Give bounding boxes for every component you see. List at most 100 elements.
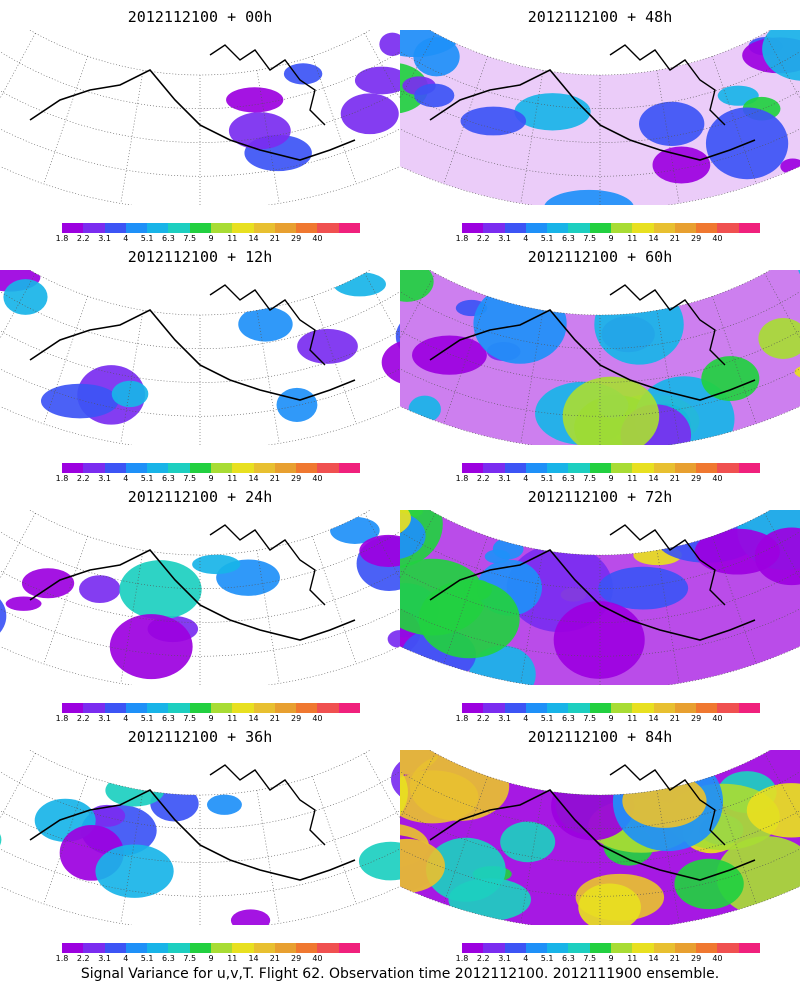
colorbar-swatch [83, 223, 105, 233]
panel-title: 2012112100 + 72h [527, 488, 673, 506]
colorbar-swatch [83, 703, 105, 713]
colorbar-swatch [125, 223, 148, 233]
variance-field [226, 32, 400, 172]
colorbar-tick-label: 6.3 [562, 954, 575, 963]
colorbar-swatch [653, 463, 675, 473]
graticule [0, 30, 400, 205]
colorbar-tick-label: 14 [248, 474, 259, 483]
colorbar-tick-label: 11 [227, 714, 238, 723]
colorbar-tick-label: 1.8 [455, 714, 469, 723]
colorbar-tick-label: 14 [248, 954, 259, 963]
coastline [29, 789, 356, 881]
colorbar-tick-label: 40 [312, 714, 323, 723]
colorbar-swatch [589, 223, 611, 233]
colorbar-swatch [168, 463, 190, 473]
colorbar-swatch [210, 223, 233, 233]
colorbar-swatch [296, 703, 318, 713]
colorbar-tick-label: 6.3 [562, 714, 575, 723]
colorbar-tick-label: 14 [648, 474, 659, 483]
colorbar-swatch [338, 943, 360, 953]
colorbar-tick-label: 40 [712, 234, 723, 243]
colorbar-swatch [547, 943, 569, 953]
colorbar-swatch [232, 463, 254, 473]
colorbar-tick-label: 21 [669, 954, 680, 963]
colorbar: 1.8 2.2 3.1 4 5.1 6.3 7.5 9 11 14 21 29 40 [456, 223, 760, 246]
colorbar-swatch [317, 943, 339, 953]
coastline [429, 789, 756, 881]
colorbar-tick-label: 7.5 [583, 234, 597, 243]
colorbar-swatch [462, 943, 484, 953]
colorbar-swatch [504, 703, 526, 713]
colorbar: 1.8 2.2 3.1 4 5.1 6.3 7.5 9 11 14 21 29 40 [56, 943, 360, 966]
colorbar-swatch [568, 223, 590, 233]
coastline [429, 309, 756, 401]
colorbar: 1.8 2.2 3.1 4 5.1 6.3 7.5 9 11 14 21 29 40 [56, 463, 360, 486]
colorbar-tick-label: 29 [691, 714, 702, 723]
colorbar-swatch [253, 223, 275, 233]
colorbar-tick-label: 9 [608, 474, 614, 483]
colorbar-swatch [189, 463, 211, 473]
colorbar-tick-label: 7.5 [583, 714, 597, 723]
colorbar-tick-label: 21 [669, 714, 680, 723]
colorbar: 1.8 2.2 3.1 4 5.1 6.3 7.5 9 11 14 21 29 40 [56, 223, 360, 246]
arctic-islands [609, 524, 726, 606]
colorbar-tick-label: 6.3 [162, 714, 175, 723]
colorbar-swatch [296, 223, 318, 233]
colorbar-swatch [717, 463, 739, 473]
colorbar-tick-label: 7.5 [183, 234, 197, 243]
colorbar-tick-label: 21 [669, 234, 680, 243]
colorbar-swatch [462, 223, 484, 233]
graticule [400, 510, 800, 685]
colorbar-tick-label: 3.1 [98, 714, 111, 723]
variance-field [400, 30, 800, 205]
colorbar-tick-label: 21 [269, 474, 280, 483]
colorbar-swatch [62, 223, 84, 233]
graticule [400, 750, 800, 925]
colorbar-tick-label: 9 [608, 954, 614, 963]
colorbar-swatch [696, 223, 718, 233]
colorbar-tick-label: 11 [627, 714, 638, 723]
graticule [400, 30, 800, 205]
colorbar-tick-label: 7.5 [583, 474, 597, 483]
colorbar-swatch [610, 943, 633, 953]
colorbar-tick-label: 21 [669, 474, 680, 483]
graticule [400, 270, 800, 445]
colorbar-swatch [610, 463, 633, 473]
colorbar-tick-label: 40 [312, 234, 323, 243]
colorbar-tick-label: 29 [691, 234, 702, 243]
forecast-map [400, 270, 800, 445]
forecast-map [0, 510, 400, 685]
colorbar-tick-label: 5.1 [140, 954, 154, 963]
colorbar-tick-label: 40 [312, 474, 323, 483]
panel-title: 2012112100 + 12h [127, 248, 273, 266]
colorbar-swatch [232, 943, 254, 953]
variance-field [0, 516, 400, 680]
colorbar-tick-label: 2.2 [476, 714, 490, 723]
colorbar-tick-label: 6.3 [162, 234, 175, 243]
colorbar-swatch [547, 703, 569, 713]
colorbar-swatch [125, 943, 148, 953]
colorbar-swatch [338, 703, 360, 713]
colorbar-tick-label: 2.2 [76, 474, 90, 483]
colorbar-swatch [738, 703, 760, 713]
colorbar-swatch [696, 703, 718, 713]
colorbar-tick-label: 9 [208, 234, 214, 243]
colorbar-swatch [462, 703, 484, 713]
colorbar-swatch [274, 223, 297, 233]
colorbar-swatch [504, 223, 526, 233]
colorbar-swatch [338, 463, 360, 473]
colorbar-tick-label: 11 [227, 474, 238, 483]
colorbar-tick-label: 5.1 [140, 474, 154, 483]
colorbar-tick-label: 9 [608, 234, 614, 243]
colorbar: 1.8 2.2 3.1 4 5.1 6.3 7.5 9 11 14 21 29 40 [56, 703, 360, 726]
forecast-map [400, 510, 800, 685]
colorbar-tick-label: 4 [523, 234, 529, 243]
colorbar-swatch [125, 463, 148, 473]
forecast-map [400, 30, 800, 205]
colorbar-swatch [210, 463, 233, 473]
arctic-islands [209, 44, 326, 126]
arctic-islands [209, 284, 326, 366]
colorbar-swatch [253, 463, 275, 473]
coastline [429, 549, 756, 641]
colorbar-tick-label: 1.8 [455, 474, 469, 483]
